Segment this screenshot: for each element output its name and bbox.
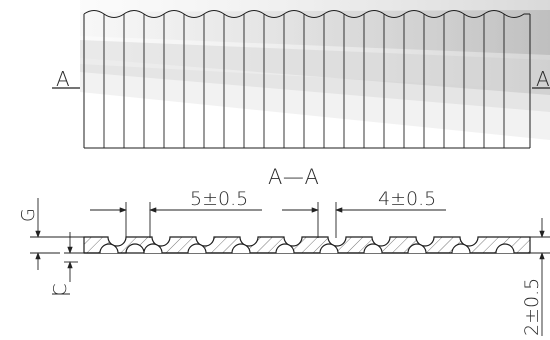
dimension-pitch-narrow-label: 4±0.5 bbox=[378, 188, 436, 210]
plan-view-ridges bbox=[103, 14, 505, 148]
background-swoosh bbox=[80, 0, 550, 140]
dimension-thickness bbox=[530, 218, 550, 336]
plan-view bbox=[83, 10, 531, 149]
label-c: C bbox=[50, 283, 71, 296]
section-title: A—A bbox=[268, 165, 320, 189]
label-g: G bbox=[18, 208, 39, 222]
dimension-pitch-narrow bbox=[282, 202, 446, 238]
section-marker-right: A bbox=[532, 67, 550, 91]
dimension-pitch-wide-label: 5±0.5 bbox=[190, 188, 248, 210]
section-marker-left-label: A bbox=[56, 67, 70, 91]
dimension-thickness-label: 2±0.5 bbox=[521, 278, 543, 336]
dimension-c bbox=[52, 232, 84, 295]
dimension-pitch-wide bbox=[90, 202, 262, 238]
section-marker-right-label: A bbox=[536, 67, 550, 91]
cross-section-bottom-grooves bbox=[84, 243, 530, 254]
section-marker-left: A bbox=[52, 67, 80, 91]
dimension-g bbox=[30, 198, 84, 270]
